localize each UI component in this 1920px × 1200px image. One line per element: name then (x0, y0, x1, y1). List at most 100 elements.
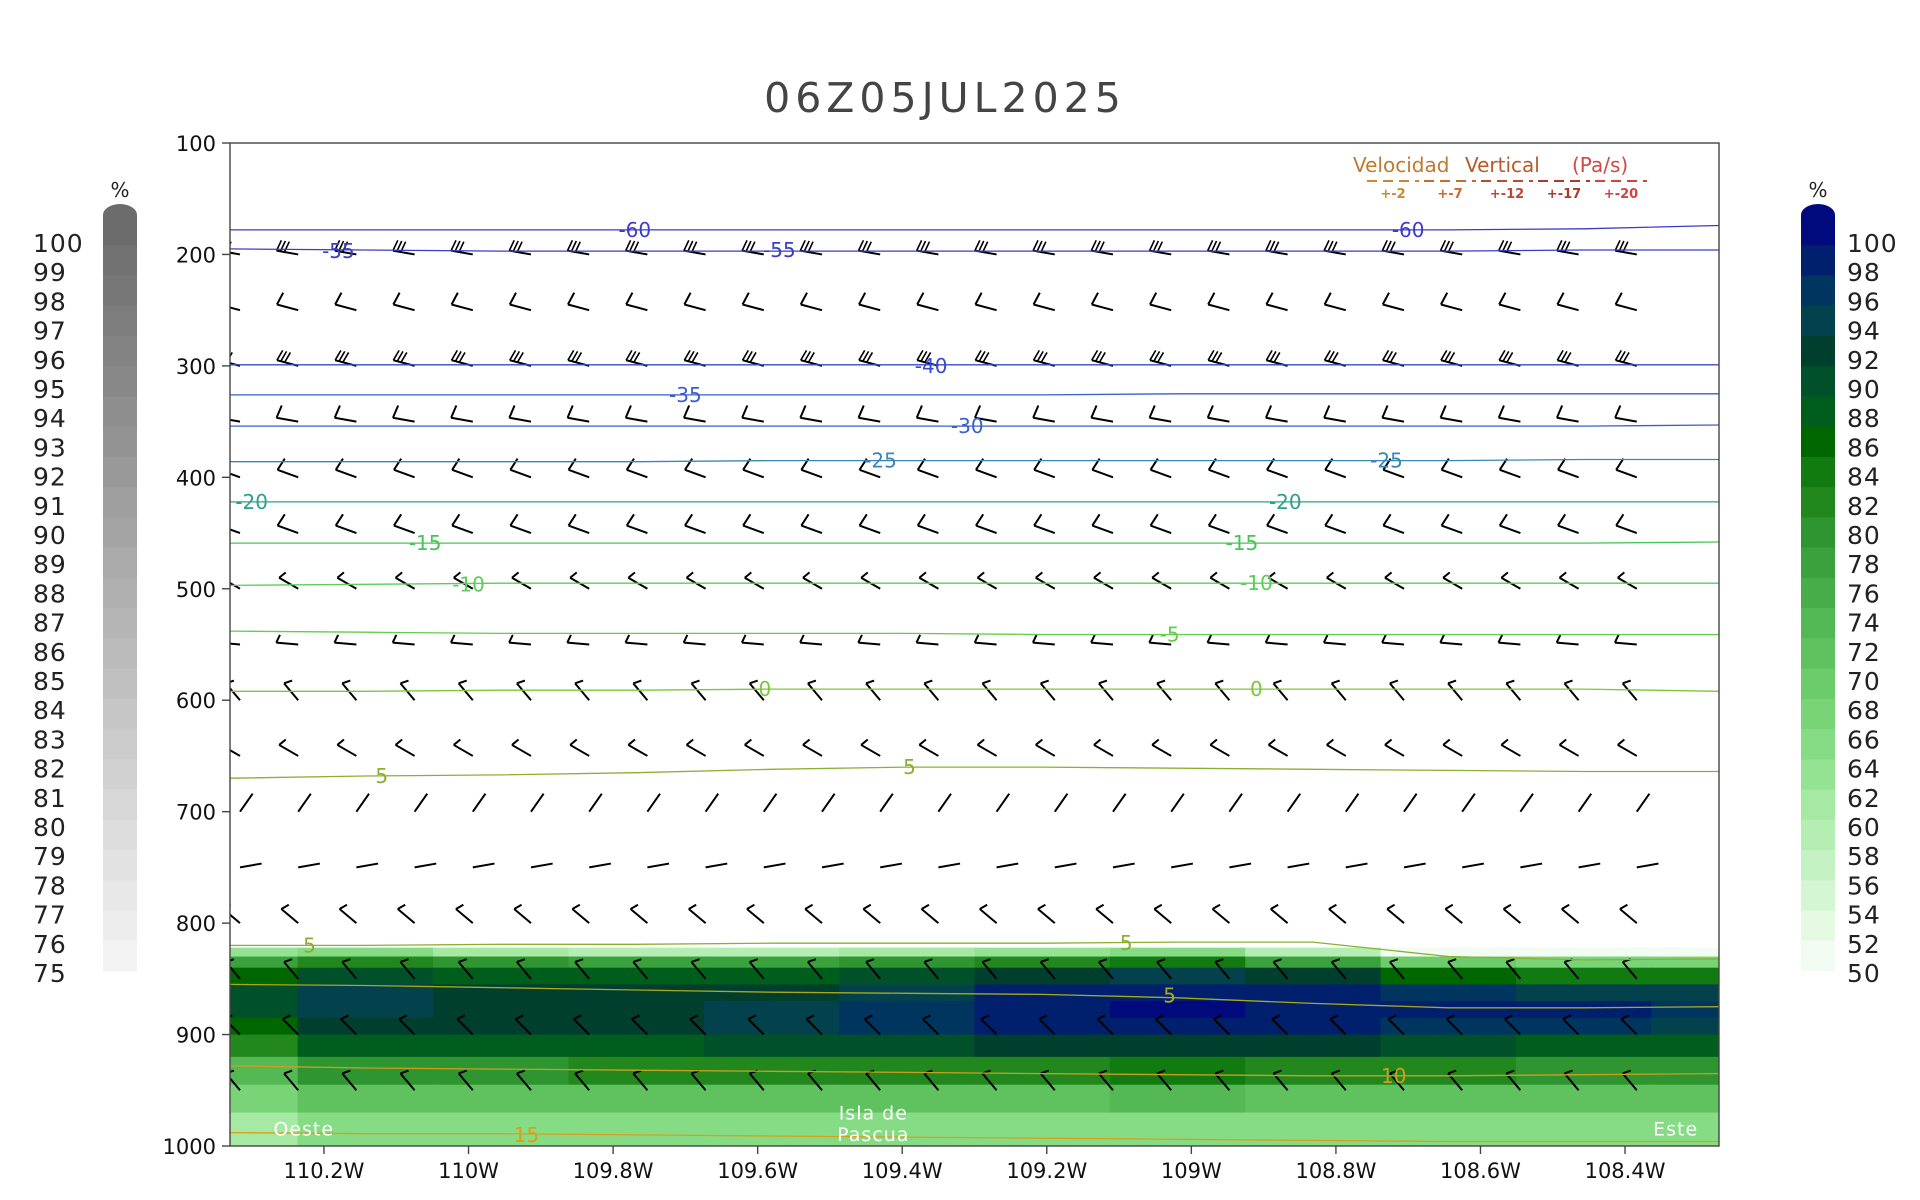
humidity-cell (1380, 1112, 1517, 1146)
barb-feather (741, 239, 748, 251)
barb-feather (1323, 349, 1331, 361)
barb-staff (1090, 641, 1114, 646)
colorbar-label: 100 (1847, 229, 1898, 258)
wind-barb (748, 679, 765, 701)
y-tick-label: 100 (176, 132, 216, 156)
barb-feather (1502, 350, 1510, 362)
barb-feather (1324, 513, 1334, 527)
wind-barb (1098, 1069, 1114, 1091)
wind-barb (230, 958, 241, 980)
barb-feather (1622, 679, 1632, 685)
barb-staff (1559, 744, 1580, 757)
wind-barb (937, 793, 952, 813)
colorbar-unit: % (1808, 178, 1827, 202)
barb-staff (530, 793, 545, 813)
humidity-cell (1651, 967, 1719, 986)
colorbar-label: 77 (33, 901, 67, 930)
wind-barb (974, 292, 997, 312)
humidity-cell (297, 1112, 435, 1146)
wind-barb (705, 862, 728, 869)
barb-feather (1447, 241, 1455, 253)
wind-barb (1033, 458, 1056, 479)
wind-barb (450, 349, 474, 367)
x-tick-label: 108.8W (1295, 1159, 1376, 1183)
wind-barb (334, 292, 357, 312)
contour-label: 5 (903, 755, 916, 779)
barb-staff (686, 744, 707, 757)
wind-barb (1615, 458, 1638, 479)
barb-staff (399, 1072, 416, 1091)
barb-feather (454, 350, 462, 362)
barb-feather (922, 1014, 932, 1020)
barb-staff (1091, 524, 1114, 534)
barb-feather (1442, 738, 1451, 746)
barb-staff (1557, 468, 1579, 479)
barb-feather (1214, 958, 1224, 963)
wind-barb (297, 793, 312, 813)
wind-barb (451, 513, 474, 534)
wind-barb (916, 513, 939, 534)
colorbar-swatch (1801, 940, 1835, 972)
barb-feather (749, 352, 757, 363)
wind-barb (858, 349, 881, 367)
barb-feather (219, 459, 226, 470)
barb-feather (919, 240, 927, 252)
barb-feather (566, 634, 572, 644)
humidity-cell (230, 1084, 299, 1114)
barb-staff (230, 418, 241, 423)
barb-feather (1273, 352, 1281, 363)
legend-entry-label: +-12 (1490, 187, 1524, 202)
wind-barb (747, 1014, 765, 1036)
wind-barb (746, 903, 765, 924)
barb-staff (807, 961, 823, 980)
humidity-cell (1109, 1112, 1247, 1146)
barb-staff (1214, 682, 1231, 701)
humidity-cell (1651, 947, 1719, 958)
barb-staff (1403, 862, 1426, 869)
barb-feather (1557, 513, 1567, 527)
wind-barb (567, 513, 590, 534)
wind-barb (399, 958, 416, 980)
barb-feather (280, 903, 290, 910)
barb-feather (865, 958, 875, 963)
barb-feather (1033, 513, 1043, 527)
contour-line (230, 541, 1719, 544)
barb-feather (691, 352, 699, 363)
barb-staff (230, 251, 241, 256)
contour-label: 5 (303, 933, 316, 957)
barb-feather (1440, 513, 1450, 527)
contour-label: 0 (1250, 677, 1263, 701)
wind-barb (1272, 1069, 1289, 1091)
wind-barb (516, 958, 532, 980)
barb-feather (684, 458, 694, 471)
barb-feather (1498, 349, 1506, 361)
barb-staff (981, 682, 998, 701)
contour-line (230, 424, 1719, 427)
barb-feather (1327, 240, 1334, 252)
barb-feather (1265, 349, 1273, 361)
wind-barb (1619, 903, 1638, 924)
barb-staff (392, 249, 415, 256)
barb-feather (1504, 1014, 1514, 1020)
wind-barb (1387, 1014, 1405, 1036)
humidity-cell (1245, 1017, 1382, 1036)
barb-feather (979, 903, 988, 910)
colorbar-swatch (103, 547, 137, 579)
barb-feather (807, 241, 814, 253)
barb-feather (625, 239, 632, 251)
wind-barb (625, 292, 648, 312)
barb-staff (1323, 641, 1346, 646)
barb-feather (1620, 1014, 1630, 1020)
barb-feather (865, 679, 875, 685)
barb-feather (282, 1014, 291, 1020)
barb-staff (916, 641, 939, 646)
barb-feather (978, 350, 986, 362)
wind-barb (858, 513, 881, 534)
barb-feather (574, 1069, 584, 1075)
colorbar-unit: % (110, 178, 129, 202)
wind-barb (1039, 958, 1056, 980)
wind-barb (1148, 239, 1172, 256)
wind-barb (1211, 903, 1231, 924)
colorbar-swatch (103, 517, 137, 549)
